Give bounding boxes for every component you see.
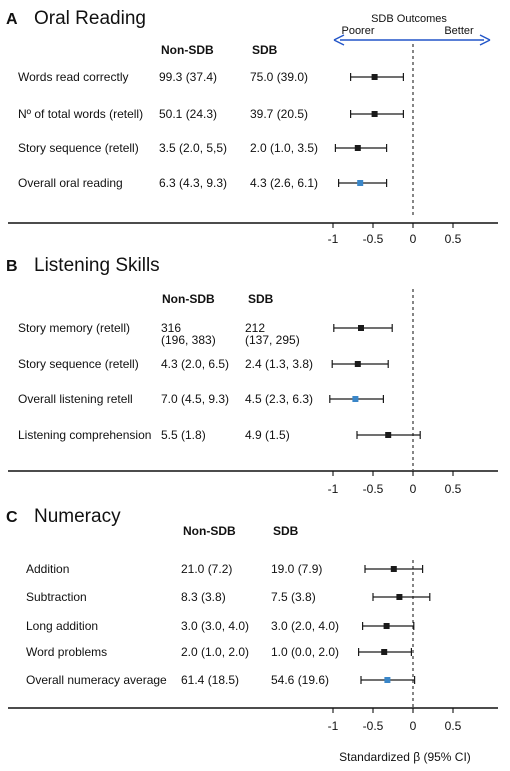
panel-letter: C: [6, 509, 18, 526]
row-label: Listening comprehension: [18, 428, 151, 442]
overall-estimate-marker: [357, 180, 364, 186]
x-tick-label: 0.5: [445, 482, 462, 496]
row-value-sdb: 4.3 (2.6, 6.1): [250, 176, 318, 190]
row-value-nonsdb: 8.3 (3.8): [181, 590, 226, 604]
panel-title: Listening Skills: [34, 255, 160, 276]
header-poorer-label: Poorer: [341, 25, 374, 37]
row-value-nonsdb: 6.3 (4.3, 9.3): [159, 176, 227, 190]
row-value-nonsdb: (196, 383): [161, 333, 216, 347]
estimate-marker: [383, 623, 390, 629]
estimate-marker: [354, 361, 361, 367]
panel-letter: A: [6, 11, 18, 28]
x-tick-label: -0.5: [363, 482, 384, 496]
row-value-nonsdb: 316: [161, 321, 181, 335]
row-value-sdb: 75.0 (39.0): [250, 70, 308, 84]
column-header-sdb: SDB: [248, 292, 274, 306]
estimate-marker: [381, 649, 388, 655]
x-tick-label: 0: [410, 482, 417, 496]
row-value-nonsdb: 21.0 (7.2): [181, 562, 232, 576]
row-value-sdb: 4.9 (1.5): [245, 428, 290, 442]
x-tick-label: 0: [410, 719, 417, 733]
x-tick-label: -1: [328, 232, 339, 246]
row-label: Addition: [26, 562, 69, 576]
column-header-sdb: SDB: [252, 43, 278, 57]
row-value-nonsdb: 99.3 (37.4): [159, 70, 217, 84]
estimate-marker: [390, 566, 397, 572]
row-label: Story sequence (retell): [18, 141, 139, 155]
arrow-left-icon: [333, 34, 345, 46]
row-value-nonsdb: 3.0 (3.0, 4.0): [181, 619, 249, 633]
x-tick-label: 0.5: [445, 719, 462, 733]
overall-estimate-marker: [352, 396, 359, 402]
panel-title: Oral Reading: [34, 8, 146, 29]
header-better-label: Better: [444, 25, 474, 37]
panel-letter: B: [6, 258, 18, 275]
x-tick-label: -0.5: [363, 719, 384, 733]
panel-title: Numeracy: [34, 506, 121, 527]
column-header-nonsdb: Non-SDB: [161, 43, 214, 57]
row-value-nonsdb: 7.0 (4.5, 9.3): [161, 392, 229, 406]
row-value-nonsdb: 4.3 (2.0, 6.5): [161, 357, 229, 371]
row-value-sdb: 212: [245, 321, 265, 335]
column-header-sdb: SDB: [273, 524, 299, 538]
row-value-nonsdb: 50.1 (24.3): [159, 107, 217, 121]
row-value-sdb: 1.0 (0.0, 2.0): [271, 645, 339, 659]
row-label: Long addition: [26, 619, 98, 633]
row-value-sdb: 54.6 (19.6): [271, 673, 329, 687]
row-value-sdb: 2.0 (1.0, 3.5): [250, 141, 318, 155]
row-label: Words read correctly: [18, 70, 128, 84]
x-tick-label: -0.5: [363, 232, 384, 246]
arrow-right-icon: [479, 34, 491, 46]
header-outcomes-label: SDB Outcomes: [371, 13, 447, 25]
x-tick-label: 0: [410, 232, 417, 246]
row-label: Word problems: [26, 645, 107, 659]
row-label: Subtraction: [26, 590, 87, 604]
row-value-sdb: 19.0 (7.9): [271, 562, 322, 576]
row-label: Overall listening retell: [18, 392, 133, 406]
column-header-nonsdb: Non-SDB: [162, 292, 215, 306]
row-value-sdb: 3.0 (2.0, 4.0): [271, 619, 339, 633]
row-value-nonsdb: 61.4 (18.5): [181, 673, 239, 687]
row-label: Story memory (retell): [18, 321, 130, 335]
row-value-sdb: (137, 295): [245, 333, 300, 347]
row-value-sdb: 39.7 (20.5): [250, 107, 308, 121]
estimate-marker: [396, 594, 403, 600]
row-label: Overall numeracy average: [26, 673, 167, 687]
x-axis-label: Standardized β (95% CI): [339, 750, 471, 764]
estimate-marker: [385, 432, 392, 438]
row-value-sdb: 2.4 (1.3, 3.8): [245, 357, 313, 371]
row-value-sdb: 7.5 (3.8): [271, 590, 316, 604]
row-label: Nº of total words (retell): [18, 107, 143, 121]
x-tick-label: 0.5: [445, 232, 462, 246]
x-tick-label: -1: [328, 482, 339, 496]
estimate-marker: [358, 325, 364, 331]
row-label: Story sequence (retell): [18, 357, 139, 371]
row-value-nonsdb: 2.0 (1.0, 2.0): [181, 645, 249, 659]
row-value-nonsdb: 3.5 (2.0, 5,5): [159, 141, 227, 155]
estimate-marker: [371, 111, 378, 117]
overall-estimate-marker: [384, 677, 391, 683]
estimate-marker: [354, 145, 361, 151]
x-tick-label: -1: [328, 719, 339, 733]
column-header-nonsdb: Non-SDB: [183, 524, 236, 538]
row-value-nonsdb: 5.5 (1.8): [161, 428, 206, 442]
row-label: Overall oral reading: [18, 176, 123, 190]
row-value-sdb: 4.5 (2.3, 6.3): [245, 392, 313, 406]
estimate-marker: [371, 74, 378, 80]
